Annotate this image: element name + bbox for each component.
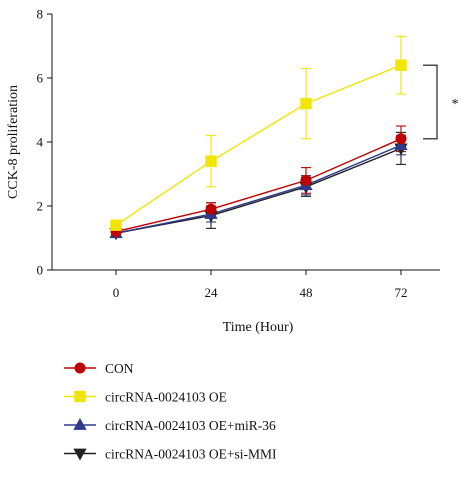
data-point	[110, 219, 122, 231]
legend-item: circRNA-0024103 OE+miR-36	[64, 418, 276, 433]
legend-item: circRNA-0024103 OE	[64, 389, 227, 404]
data-point	[395, 59, 407, 71]
y-tick-label: 6	[37, 71, 44, 86]
data-point	[300, 174, 312, 186]
data-point	[205, 203, 217, 215]
legend-item: circRNA-0024103 OE+si-MMI	[64, 446, 277, 461]
legend: CON circRNA-0024103 OE circRNA-0024103 OE+…	[64, 361, 277, 461]
x-tick-label: 0	[113, 285, 120, 300]
legend-marker	[74, 362, 86, 374]
legend-marker	[73, 448, 87, 461]
y-tick-label: 0	[37, 263, 44, 278]
significance-asterisk: *	[452, 97, 459, 112]
x-axis-title: Time (Hour)	[223, 320, 294, 335]
legend-label: circRNA-0024103 OE	[105, 389, 227, 404]
error-bars	[111, 35, 406, 237]
legend-marker	[73, 417, 87, 430]
series-line	[115, 147, 402, 234]
series-line	[115, 138, 402, 233]
x-tick-label: 48	[300, 285, 313, 300]
series-line	[115, 64, 402, 226]
legend-label: CON	[105, 361, 134, 376]
series-markers	[109, 59, 408, 241]
y-tick-label: 8	[37, 7, 44, 22]
x-tick-label: 24	[205, 285, 219, 300]
legend-marker	[74, 390, 86, 403]
legend-label: circRNA-0024103 OE+si-MMI	[105, 446, 277, 461]
series-lines	[115, 64, 402, 234]
data-point	[395, 133, 407, 145]
significance-bracket	[423, 64, 438, 140]
y-tick-label: 2	[37, 199, 44, 214]
data-point	[394, 138, 408, 151]
x-tick-label: 72	[395, 285, 408, 300]
y-axis-title: CCK-8 proliferation	[6, 85, 21, 199]
significance-annotations: *	[423, 64, 459, 140]
data-point	[205, 155, 217, 167]
legend-item: CON	[64, 361, 134, 376]
legend-label: circRNA-0024103 OE+miR-36	[105, 418, 276, 433]
y-tick-label: 4	[37, 135, 44, 150]
data-point	[300, 97, 312, 110]
series-line	[115, 144, 402, 234]
